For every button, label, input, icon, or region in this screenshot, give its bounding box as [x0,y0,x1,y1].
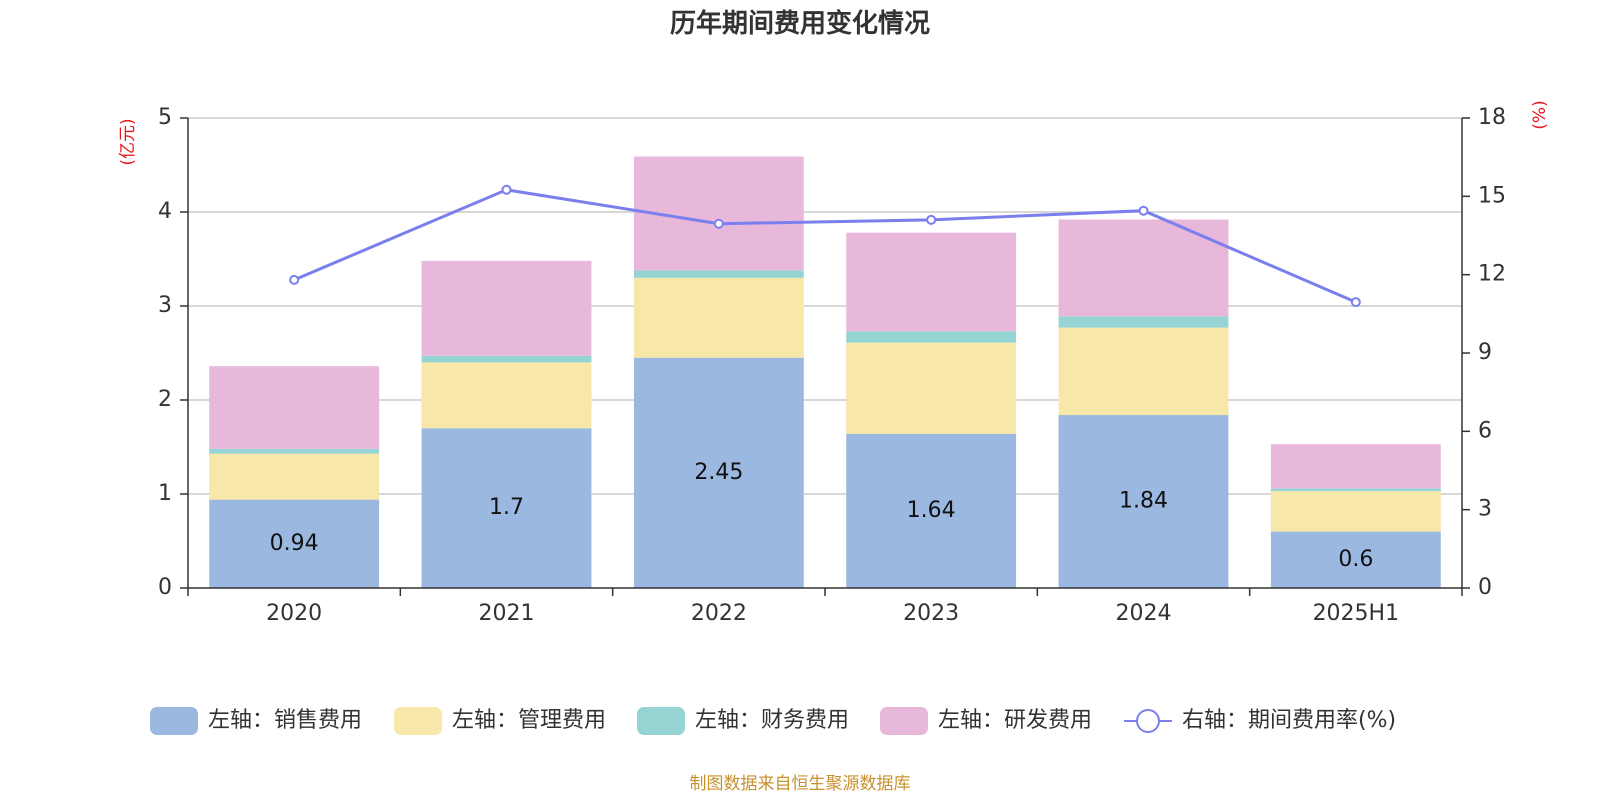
left-tick-label: 5 [158,105,172,130]
bar-segment [1271,491,1441,531]
bar-segment [1271,488,1441,491]
bar-data-label: 1.7 [489,495,524,520]
bar-segment [422,362,592,428]
chart-title: 历年期间费用变化情况 [670,8,930,39]
bar-segment [422,356,592,363]
bar-data-label: 1.84 [1119,489,1168,514]
bar-segment [846,343,1016,434]
rate-line-point [1140,207,1148,215]
legend-label: 右轴：期间费用率(%) [1182,708,1396,733]
bar-segment [422,261,592,356]
right-tick-label: 12 [1478,262,1506,287]
rate-line-point [1352,298,1360,306]
bar-data-label: 0.94 [270,531,319,556]
legend-label: 左轴：财务费用 [695,708,849,733]
x-tick-label: 2021 [479,601,535,626]
legend-line-marker [1137,710,1159,732]
bar-segment [209,366,379,449]
left-axis-unit: (亿元) [118,118,138,165]
left-tick-label: 1 [158,481,172,506]
right-tick-label: 15 [1478,183,1506,208]
bar-segment [1059,220,1229,317]
x-tick-label: 2022 [691,601,747,626]
legend-swatch [150,707,198,735]
bar-segment [1059,316,1229,327]
right-tick-label: 6 [1478,418,1492,443]
legend: 左轴：销售费用 左轴：管理费用 左轴：财务费用 左轴：研发费用 右轴：期间费用率(%) [150,707,1396,735]
bar-segment [846,331,1016,342]
bar-segment [209,454,379,500]
legend-label: 左轴：管理费用 [452,708,606,733]
left-tick-label: 4 [158,199,172,224]
bar-segment [634,270,804,278]
left-tick-label: 3 [158,293,172,318]
x-tick-label: 2024 [1116,601,1172,626]
bar-data-label: 1.64 [907,498,956,523]
x-tick-label: 2023 [903,601,959,626]
left-tick-label: 0 [158,575,172,600]
rate-line-point [290,276,298,284]
left-tick-label: 2 [158,387,172,412]
x-tick-label: 2025H1 [1313,601,1400,626]
right-axis-unit: (%) [1530,100,1550,129]
legend-swatch [637,707,685,735]
chart: 历年期间费用变化情况 0.941.72.451.64 1.840.6 012345… [0,0,1600,800]
rate-line-point [503,186,511,194]
legend-label: 左轴：研发费用 [938,708,1092,733]
bar-data-label: 0.6 [1338,547,1373,572]
bar-segment [846,233,1016,332]
rate-line-point [715,220,723,228]
bar-segment [634,278,804,358]
bar-segment [1271,444,1441,488]
bar-data-label: 2.45 [694,460,743,485]
x-tick-label: 2020 [266,601,322,626]
legend-swatch [880,707,928,735]
bar-segment [209,449,379,454]
data-source: 制图数据来自恒生聚源数据库 [690,774,911,794]
right-tick-label: 18 [1478,105,1506,130]
legend-swatch [394,707,442,735]
right-tick-label: 9 [1478,340,1492,365]
right-tick-label: 3 [1478,497,1492,522]
bar-segment [1059,328,1229,415]
rate-line-point [927,216,935,224]
legend-label: 左轴：销售费用 [208,708,362,733]
right-tick-label: 0 [1478,575,1492,600]
